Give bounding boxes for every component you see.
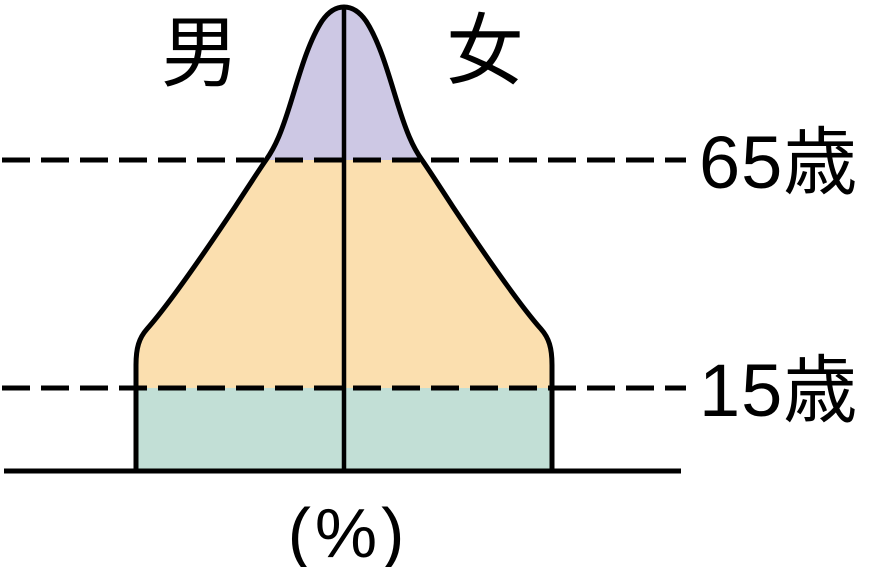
bell-outline xyxy=(133,4,555,472)
male-label: 男 xyxy=(160,9,239,97)
age-65-label: 65歳 xyxy=(699,121,859,204)
age-15-label: 15歳 xyxy=(699,349,859,432)
percent-unit-label: (%) xyxy=(287,494,409,567)
female-label: 女 xyxy=(445,7,524,95)
